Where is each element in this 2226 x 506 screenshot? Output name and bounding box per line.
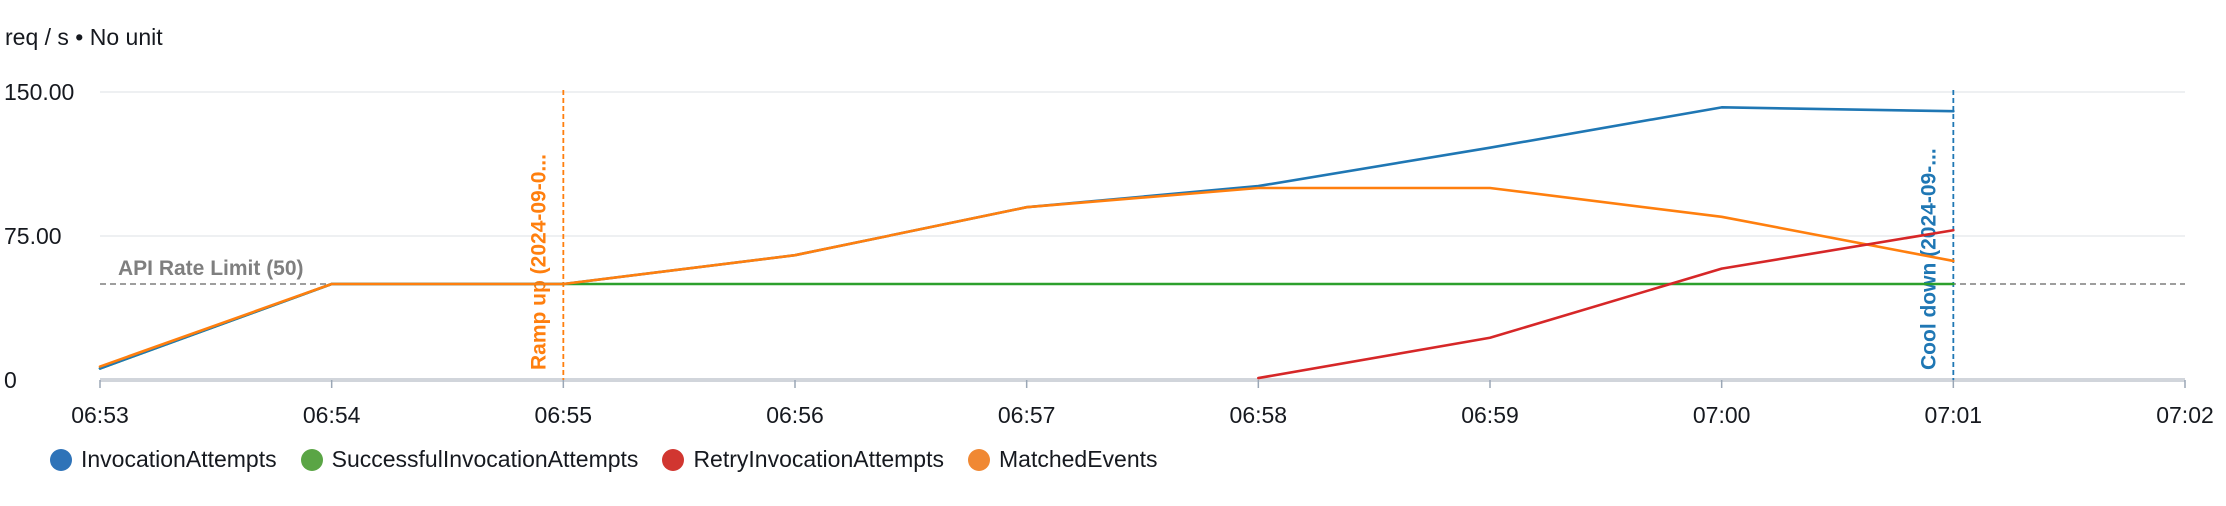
legend-label: RetryInvocationAttempts xyxy=(693,446,944,472)
legend-swatch xyxy=(662,448,685,471)
x-tick-label: 07:01 xyxy=(1925,402,1983,428)
x-tick-label: 06:58 xyxy=(1230,402,1288,428)
y-tick-label: 150.00 xyxy=(4,79,74,105)
series-line-InvocationAttempts xyxy=(98,106,1955,370)
legend: InvocationAttempts SuccessfulInvocationAt… xyxy=(50,446,1182,473)
x-tick-label: 07:00 xyxy=(1693,402,1751,428)
grid-lines xyxy=(100,91,2185,237)
legend-item[interactable]: MatchedEvents xyxy=(968,446,1158,473)
legend-item[interactable]: InvocationAttempts xyxy=(50,446,277,473)
series-line-RetryInvocationAttempts xyxy=(1257,228,1955,380)
series-lines xyxy=(98,106,1955,380)
legend-swatch xyxy=(50,448,72,471)
series-line-MatchedEvents xyxy=(98,186,1955,368)
annotations: API Rate Limit (50) Ramp up (2024-09-0...… xyxy=(100,90,2185,380)
legend-swatch xyxy=(300,448,323,471)
legend-item[interactable]: RetryInvocationAttempts xyxy=(662,446,944,473)
x-tick-label: 06:56 xyxy=(766,402,824,428)
series-line-SuccessfulInvocationAttempts xyxy=(98,282,1955,370)
legend-label: InvocationAttempts xyxy=(81,446,277,472)
y-axis: 0 75.00 150.00 xyxy=(4,79,74,393)
y-tick-label: 75.00 xyxy=(4,223,62,249)
y-unit-label: req / s • No unit xyxy=(5,24,163,50)
vertical-annotation-label: Cool down (2024-09-... xyxy=(1917,148,1940,370)
x-tick-label: 06:59 xyxy=(1461,402,1519,428)
x-tick-label: 06:55 xyxy=(535,402,593,428)
legend-label: SuccessfulInvocationAttempts xyxy=(331,446,639,472)
x-tick-label: 06:57 xyxy=(998,402,1056,428)
legend-label: MatchedEvents xyxy=(999,446,1158,472)
legend-swatch xyxy=(968,448,990,471)
legend-item[interactable]: SuccessfulInvocationAttempts xyxy=(300,446,639,473)
vertical-annotation-label: Ramp up (2024-09-0... xyxy=(527,154,550,370)
x-tick-label: 07:02 xyxy=(2156,402,2214,428)
x-axis: 06:53 06:54 06:55 06:56 06:57 06:58 06:59 07:00… xyxy=(71,378,2214,428)
x-tick-label: 06:54 xyxy=(303,402,361,428)
rate-limit-label: API Rate Limit (50) xyxy=(118,257,304,280)
x-tick-label: 06:53 xyxy=(71,402,129,428)
y-tick-label: 0 xyxy=(4,367,17,393)
